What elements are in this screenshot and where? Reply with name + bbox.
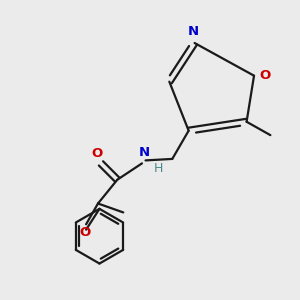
Text: N: N: [188, 25, 199, 38]
Text: O: O: [260, 69, 271, 82]
Text: O: O: [79, 226, 90, 239]
Text: H: H: [153, 162, 163, 175]
Text: O: O: [92, 147, 103, 161]
Text: N: N: [139, 146, 150, 159]
